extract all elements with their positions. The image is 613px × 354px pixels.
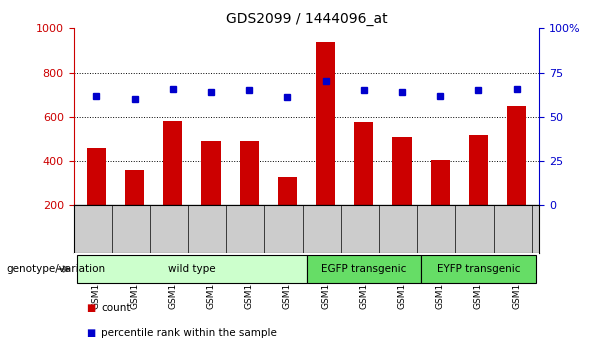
Text: ■: ■ (86, 303, 95, 313)
Text: wild type: wild type (168, 264, 216, 274)
Bar (87, 148, 106, 205)
Text: percentile rank within the sample: percentile rank within the sample (101, 328, 277, 338)
Text: EYFP transgenic: EYFP transgenic (436, 264, 520, 274)
Text: count: count (101, 303, 131, 313)
Text: ■: ■ (86, 328, 95, 338)
Text: GDS2099 / 1444096_at: GDS2099 / 1444096_at (226, 12, 387, 27)
Bar (240, 141, 259, 205)
Bar (202, 141, 221, 205)
Bar (278, 177, 297, 205)
Bar (125, 170, 144, 205)
Text: genotype/variation: genotype/variation (6, 264, 105, 274)
Bar (430, 160, 450, 205)
Bar (354, 122, 373, 205)
FancyBboxPatch shape (421, 255, 536, 283)
Bar (316, 42, 335, 205)
FancyBboxPatch shape (306, 255, 421, 283)
Bar (163, 121, 183, 205)
FancyBboxPatch shape (77, 255, 306, 283)
Bar (469, 135, 488, 205)
Bar (507, 106, 526, 205)
Bar (392, 137, 411, 205)
Text: EGFP transgenic: EGFP transgenic (321, 264, 406, 274)
